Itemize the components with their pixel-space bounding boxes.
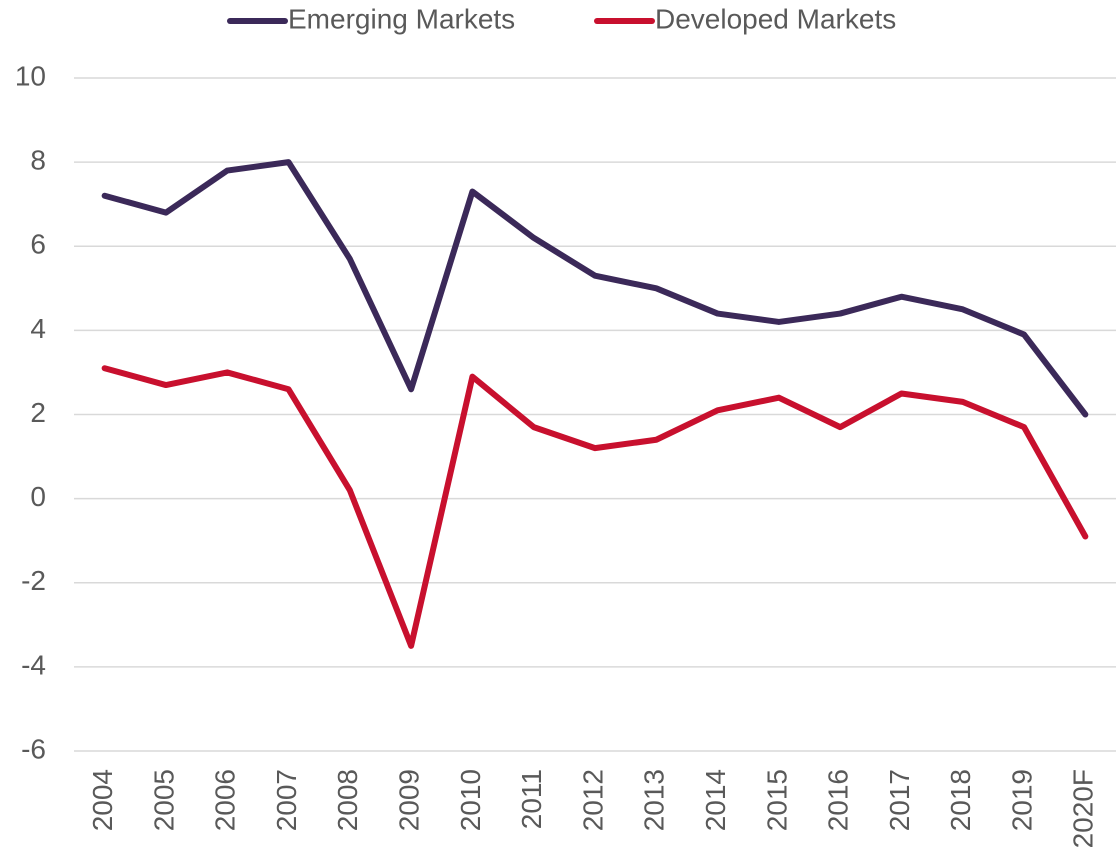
y-tick-label: -2 — [21, 565, 46, 596]
x-tick-label: 2006 — [210, 769, 241, 831]
y-tick-label: 2 — [30, 397, 46, 428]
x-tick-label: 2018 — [945, 769, 976, 831]
x-tick-label: 2014 — [700, 769, 731, 831]
x-tick-label: 2016 — [823, 769, 854, 831]
series-line — [101, 159, 1089, 418]
x-tick-label: 2011 — [516, 769, 547, 829]
y-tick-label: -6 — [21, 733, 46, 764]
x-tick-label: 2013 — [639, 769, 670, 831]
legend: Emerging Markets Developed Markets — [227, 3, 896, 34]
x-tick-label: 2020F — [1068, 769, 1099, 848]
y-tick-label: -4 — [21, 649, 46, 680]
y-tick-label: 4 — [30, 313, 46, 344]
x-tick-label: 2010 — [455, 769, 486, 831]
x-tick-label: 2012 — [577, 769, 608, 831]
y-tick-label: 6 — [30, 229, 46, 260]
legend-label: Emerging Markets — [288, 3, 515, 34]
x-tick-label: 2009 — [394, 769, 425, 831]
series-line — [101, 365, 1089, 649]
x-tick-label: 2019 — [1006, 769, 1037, 831]
x-tick-label: 2008 — [332, 769, 363, 831]
y-tick-label: 10 — [15, 60, 46, 91]
x-tick-label: 2005 — [148, 769, 179, 831]
y-tick-label: 0 — [30, 481, 46, 512]
x-tick-label: 2004 — [87, 769, 118, 831]
x-tick-label: 2007 — [271, 769, 302, 831]
x-tick-label: 2015 — [761, 769, 792, 831]
x-tick-label: 2017 — [884, 769, 915, 831]
y-tick-label: 8 — [30, 145, 46, 176]
legend-label: Developed Markets — [655, 3, 896, 34]
